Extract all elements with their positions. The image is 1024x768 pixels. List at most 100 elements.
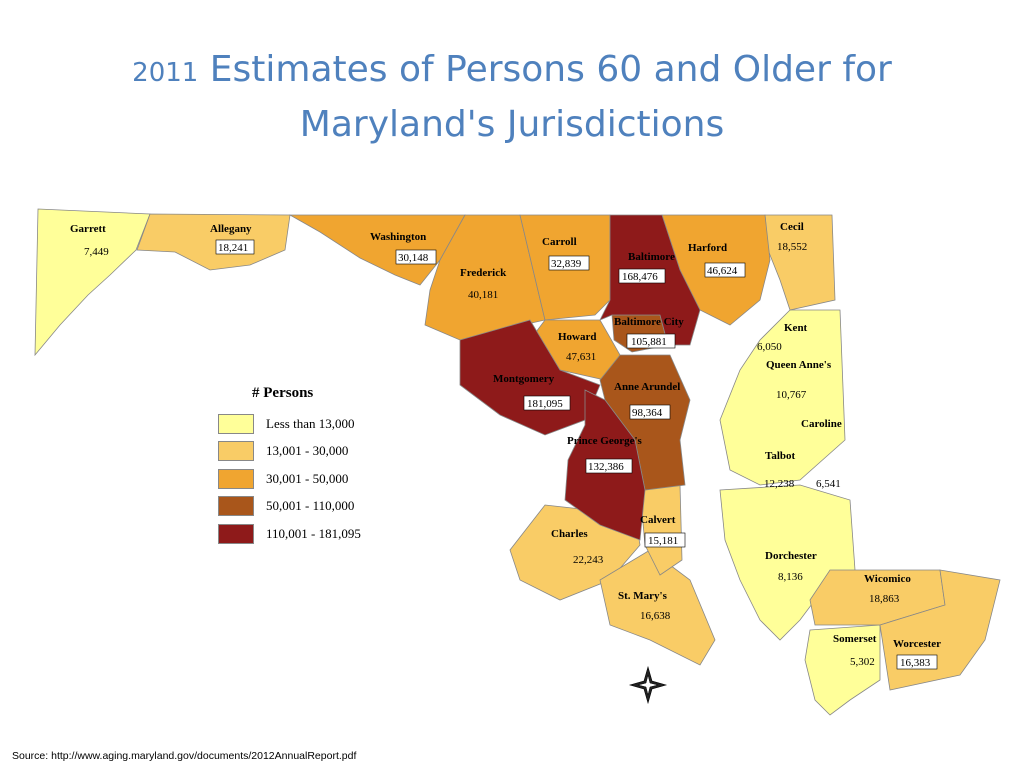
page-title: 2011 Estimates of Persons 60 and Older f… <box>0 44 1024 151</box>
svg-text:Prince George's: Prince George's <box>567 435 643 447</box>
county-anne-arundel <box>599 354 691 491</box>
source-citation: Source: http://www.aging.maryland.gov/do… <box>12 750 357 762</box>
svg-text:Somerset: Somerset <box>833 633 877 645</box>
svg-text:Caroline: Caroline <box>801 418 842 430</box>
svg-text:Charles: Charles <box>551 528 588 540</box>
legend-items: Less than 13,000 13,001 - 30,000 30,001 - … <box>218 410 361 548</box>
legend-label: 13,001 - 30,000 <box>266 443 349 459</box>
legend-swatch <box>218 523 254 544</box>
label-harford: Harford 46,624 <box>688 242 746 278</box>
svg-text:Anne Arundel: Anne Arundel <box>614 381 680 393</box>
label-carroll: Carroll 32,839 <box>542 236 590 271</box>
label-worcester: Worcester 16,383 <box>893 638 941 670</box>
svg-text:16,638: 16,638 <box>640 610 671 622</box>
svg-text:18,863: 18,863 <box>869 593 900 605</box>
legend-label: Less than 13,000 <box>266 415 355 431</box>
label-queen-annes: Queen Anne's 10,767 <box>766 359 832 401</box>
legend-item: 110,001 - 181,095 <box>218 520 361 548</box>
label-baltimore-city: Baltimore City 105,881 <box>614 316 684 349</box>
svg-text:Queen Anne's: Queen Anne's <box>766 359 832 371</box>
label-prince-georges: Prince George's 132,386 <box>567 435 643 474</box>
label-baltimore: Baltimore 168,476 <box>618 251 675 284</box>
legend-item: 30,001 - 50,000 <box>218 465 361 493</box>
svg-text:12,238: 12,238 <box>764 478 795 490</box>
svg-text:46,624: 46,624 <box>707 265 738 277</box>
legend-label: 30,001 - 50,000 <box>266 470 349 486</box>
svg-text:98,364: 98,364 <box>632 407 663 419</box>
map-legend: # Persons Less than 13,000 13,001 - 30,00… <box>218 385 361 548</box>
legend-swatch <box>218 413 254 434</box>
label-caroline: Caroline 6,541 <box>801 418 842 490</box>
svg-text:5,302: 5,302 <box>850 656 875 668</box>
compass-rose-icon <box>628 665 668 705</box>
label-howard: Howard 47,631 <box>558 331 597 363</box>
svg-text:Howard: Howard <box>558 331 597 343</box>
label-allegany: Allegany 18,241 <box>210 223 255 255</box>
svg-text:30,148: 30,148 <box>398 252 429 264</box>
title-year: 2011 <box>132 58 199 88</box>
svg-text:Worcester: Worcester <box>893 638 941 650</box>
svg-text:132,386: 132,386 <box>588 461 624 473</box>
svg-text:Frederick: Frederick <box>460 267 507 279</box>
legend-swatch <box>218 496 254 517</box>
svg-text:181,095: 181,095 <box>527 398 563 410</box>
svg-text:Baltimore City: Baltimore City <box>614 316 684 328</box>
svg-text:Washington: Washington <box>370 231 426 243</box>
label-frederick: Frederick 40,181 <box>460 267 507 301</box>
svg-text:6,541: 6,541 <box>816 478 841 490</box>
svg-text:Talbot: Talbot <box>765 450 796 462</box>
svg-text:8,136: 8,136 <box>778 571 803 583</box>
svg-text:18,552: 18,552 <box>777 241 807 253</box>
label-garrett: Garrett 7,449 <box>70 223 109 258</box>
legend-swatch <box>218 468 254 489</box>
legend-label: 110,001 - 181,095 <box>266 525 361 541</box>
label-montgomery: Montgomery 181,095 <box>493 373 571 411</box>
svg-text:Wicomico: Wicomico <box>864 573 911 585</box>
svg-text:168,476: 168,476 <box>622 271 658 283</box>
legend-item: 50,001 - 110,000 <box>218 493 361 521</box>
svg-text:10,767: 10,767 <box>776 389 807 401</box>
label-dorchester: Dorchester 8,136 <box>765 550 817 583</box>
svg-text:105,881: 105,881 <box>631 336 667 348</box>
label-anne-arundel: Anne Arundel 98,364 <box>614 381 680 420</box>
svg-text:15,181: 15,181 <box>648 535 678 547</box>
label-calvert: Calvert 15,181 <box>640 514 686 548</box>
title-line2: Maryland's Jurisdictions <box>299 104 725 145</box>
svg-text:6,050: 6,050 <box>757 341 782 353</box>
svg-text:22,243: 22,243 <box>573 554 604 566</box>
svg-text:Carroll: Carroll <box>542 236 577 248</box>
legend-title: # Persons <box>252 385 314 401</box>
legend-label: 50,001 - 110,000 <box>266 498 355 514</box>
county-allegany <box>136 213 291 271</box>
svg-text:Montgomery: Montgomery <box>493 373 555 385</box>
county-somerset <box>804 624 881 716</box>
legend-item: Less than 13,000 <box>218 410 361 438</box>
label-charles: Charles 22,243 <box>551 528 604 566</box>
svg-text:7,449: 7,449 <box>84 246 109 258</box>
svg-text:Dorchester: Dorchester <box>765 550 817 562</box>
label-washington: Washington 30,148 <box>370 231 437 265</box>
legend-swatch <box>218 441 254 462</box>
svg-text:Baltimore: Baltimore <box>628 251 675 263</box>
svg-text:32,839: 32,839 <box>551 258 582 270</box>
label-cecil: Cecil 18,552 <box>777 221 807 253</box>
svg-text:40,181: 40,181 <box>468 289 498 301</box>
label-somerset: Somerset 5,302 <box>833 633 877 668</box>
label-st-marys: St. Mary's 16,638 <box>618 590 671 622</box>
county-eastern-shore-south <box>719 484 856 641</box>
svg-text:16,383: 16,383 <box>900 657 931 669</box>
label-wicomico: Wicomico 18,863 <box>864 573 911 605</box>
label-talbot: Talbot 12,238 <box>764 450 796 490</box>
legend-item: 13,001 - 30,000 <box>218 438 361 466</box>
svg-text:Garrett: Garrett <box>70 223 106 235</box>
svg-text:Kent: Kent <box>784 322 808 334</box>
svg-text:Harford: Harford <box>688 242 727 254</box>
svg-text:47,631: 47,631 <box>566 351 596 363</box>
svg-text:Allegany: Allegany <box>210 223 252 235</box>
svg-text:18,241: 18,241 <box>218 242 248 254</box>
county-eastern-shore-north <box>719 309 846 486</box>
title-main: Estimates of Persons 60 and Older for <box>209 49 892 90</box>
svg-text:St. Mary's: St. Mary's <box>618 590 668 602</box>
svg-text:Cecil: Cecil <box>780 221 804 233</box>
